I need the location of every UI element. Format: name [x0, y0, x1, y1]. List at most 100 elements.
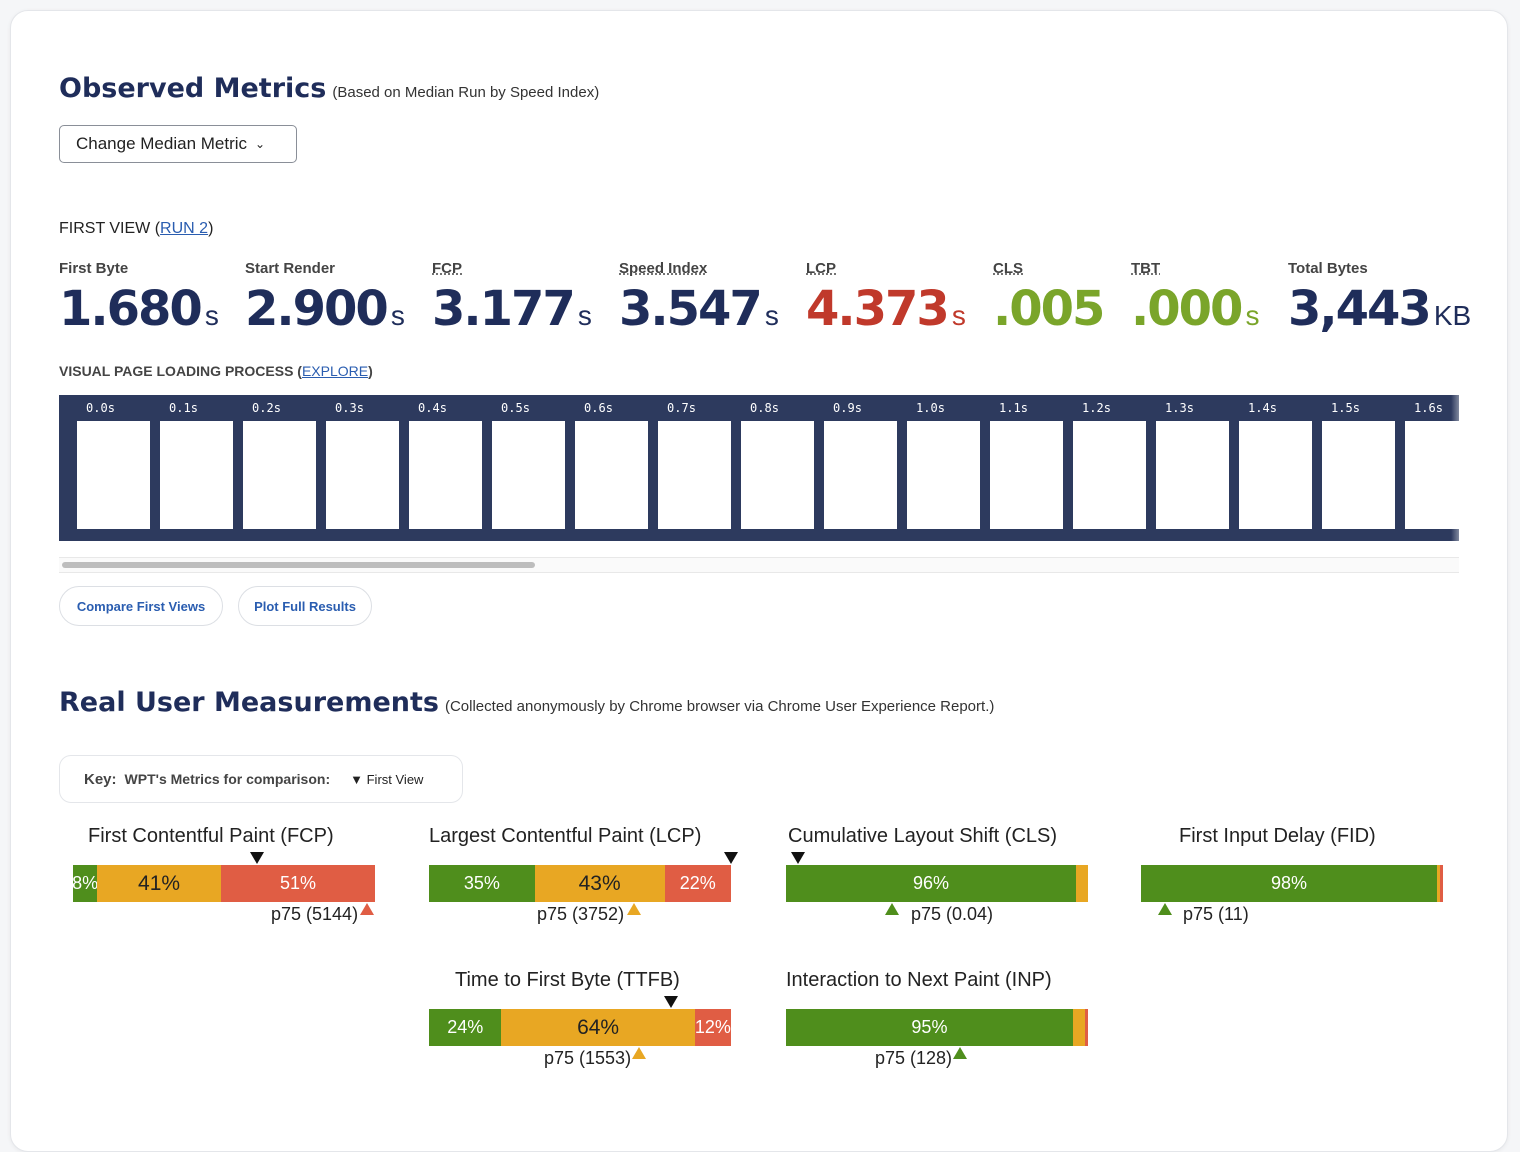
- metric-speed-index: Speed Index 3.547 s: [619, 260, 779, 337]
- frame-screenshot[interactable]: [575, 421, 648, 529]
- wpt-first-view-marker-icon: [663, 996, 678, 1008]
- histogram-bar: 98%: [1141, 865, 1443, 902]
- real-user-measurements-heading: Real User Measurements (Collected anonymo…: [59, 687, 995, 718]
- run-2-link[interactable]: RUN 2: [160, 220, 209, 237]
- p75-label: p75 (3752): [537, 904, 625, 924]
- compare-first-views-button[interactable]: Compare First Views: [59, 586, 223, 626]
- p75-label: p75 (128): [875, 1048, 953, 1068]
- frame-timestamp: 0.1s: [169, 401, 198, 415]
- frame-screenshot[interactable]: [990, 421, 1063, 529]
- metric-start-render: Start Render 2.900 s: [245, 260, 405, 337]
- frame-screenshot[interactable]: [1405, 421, 1459, 529]
- filmstrip-frame[interactable]: 0.4s: [391, 395, 482, 541]
- key-text: WPT's Metrics for comparison:: [124, 771, 331, 787]
- filmstrip-frame[interactable]: 0.2s: [225, 395, 316, 541]
- frame-screenshot[interactable]: [1322, 421, 1395, 529]
- filmstrip-frame[interactable]: 1.2s: [1055, 395, 1146, 541]
- frame-timestamp: 1.6s: [1414, 401, 1443, 415]
- observed-metrics-heading: Observed Metrics (Based on Median Run by …: [59, 73, 600, 104]
- filmstrip-frame[interactable]: 0.3s: [308, 395, 399, 541]
- metric-label[interactable]: LCP: [806, 260, 836, 277]
- frame-screenshot[interactable]: [741, 421, 814, 529]
- crux-histogram: Largest Contentful Paint (LCP) 35% 43% 22% p…: [429, 825, 759, 935]
- p75-marker-icon: [632, 1047, 646, 1059]
- metric-label[interactable]: Speed Index: [619, 260, 708, 277]
- plot-full-results-button[interactable]: Plot Full Results: [238, 586, 372, 626]
- metric-cls: CLS .005: [993, 260, 1107, 337]
- frame-timestamp: 0.0s: [86, 401, 115, 415]
- wpt-first-view-marker-icon: [791, 852, 806, 864]
- frame-timestamp: 1.4s: [1248, 401, 1277, 415]
- p75-marker-icon: [627, 903, 641, 915]
- rum-subtitle: (Collected anonymously by Chrome browser…: [444, 698, 995, 715]
- frame-screenshot[interactable]: [326, 421, 399, 529]
- histogram-title: Time to First Byte (TTFB): [455, 969, 680, 991]
- frame-timestamp: 0.6s: [584, 401, 613, 415]
- metric-label[interactable]: TBT: [1131, 260, 1161, 277]
- frame-screenshot[interactable]: [243, 421, 316, 529]
- metric-lcp: LCP 4.373 s: [806, 260, 966, 337]
- histogram-bar: 24% 64% 12%: [429, 1009, 731, 1046]
- filmstrip-scrollbar[interactable]: [59, 557, 1459, 573]
- filmstrip-frame[interactable]: 1.1s: [972, 395, 1063, 541]
- filmstrip-frame[interactable]: 0.1s: [142, 395, 233, 541]
- filmstrip-frame[interactable]: 1.4s: [1221, 395, 1312, 541]
- metric-label: First Byte: [59, 260, 129, 277]
- frame-timestamp: 0.7s: [667, 401, 696, 415]
- change-median-metric-button[interactable]: Change Median Metric ⌄: [59, 125, 297, 163]
- frame-screenshot[interactable]: [907, 421, 980, 529]
- scrollbar-thumb[interactable]: [62, 562, 535, 568]
- filmstrip-frame[interactable]: 1.3s: [1138, 395, 1229, 541]
- p75-marker-icon: [953, 1047, 967, 1059]
- frame-screenshot[interactable]: [77, 421, 150, 529]
- p75-marker-icon: [1158, 903, 1172, 915]
- p75-label: p75 (1553): [544, 1048, 632, 1068]
- filmstrip-frame[interactable]: 1.6s: [1387, 395, 1459, 541]
- metric-total-bytes: Total Bytes 3,443 KB: [1288, 260, 1471, 337]
- filmstrip-frame[interactable]: 0.7s: [640, 395, 731, 541]
- filmstrip-frame[interactable]: 1.5s: [1304, 395, 1395, 541]
- observed-metrics-subtitle: (Based on Median Run by Speed Index): [332, 84, 600, 101]
- frame-timestamp: 1.5s: [1331, 401, 1360, 415]
- metric-label[interactable]: CLS: [993, 260, 1023, 277]
- filmstrip-frame[interactable]: 0.5s: [474, 395, 565, 541]
- filmstrip-frame[interactable]: 0.6s: [557, 395, 648, 541]
- metric-value: 1.680 s: [59, 281, 219, 337]
- frame-screenshot[interactable]: [409, 421, 482, 529]
- frame-screenshot[interactable]: [492, 421, 565, 529]
- segment-poor: [1439, 865, 1443, 902]
- segment-ni: 43%: [534, 865, 665, 902]
- wpt-first-view-marker-icon: [250, 852, 265, 864]
- frame-screenshot[interactable]: [824, 421, 897, 529]
- segment-ni: 41%: [97, 865, 221, 902]
- metric-tbt: TBT .000 s: [1131, 260, 1259, 337]
- crux-histogram: First Input Delay (FID) 98% p75 (11): [1141, 825, 1471, 935]
- filmstrip-frame[interactable]: 0.8s: [723, 395, 814, 541]
- frame-timestamp: 1.2s: [1082, 401, 1111, 415]
- metric-label: Start Render: [245, 260, 336, 277]
- histogram-bar: 8% 41% 51%: [73, 865, 375, 902]
- metric-label[interactable]: FCP: [432, 260, 462, 277]
- change-median-metric-label: Change Median Metric: [76, 134, 248, 153]
- explore-link[interactable]: EXPLORE: [301, 363, 369, 379]
- key-label: Key:: [84, 770, 117, 788]
- histogram-bar: 95%: [786, 1009, 1088, 1046]
- p75-label: p75 (0.04): [911, 904, 994, 924]
- frame-screenshot[interactable]: [1239, 421, 1312, 529]
- frame-screenshot[interactable]: [1156, 421, 1229, 529]
- filmstrip[interactable]: 0.0s 0.1s 0.2s 0.3s 0.4s 0.5s 0.6s 0.7s 0.8s 0.9s…: [59, 395, 1459, 541]
- visual-progress-label: VISUAL PAGE LOADING PROCESS (EXPLORE): [59, 363, 373, 379]
- frame-timestamp: 0.9s: [833, 401, 862, 415]
- frame-screenshot[interactable]: [1073, 421, 1146, 529]
- metric-value: 3.177 s: [432, 281, 592, 337]
- frame-screenshot[interactable]: [658, 421, 731, 529]
- frame-screenshot[interactable]: [160, 421, 233, 529]
- filmstrip-frame[interactable]: 0.9s: [806, 395, 897, 541]
- filmstrip-frame[interactable]: 1.0s: [889, 395, 980, 541]
- metric-fcp: FCP 3.177 s: [432, 260, 592, 337]
- frame-timestamp: 0.5s: [501, 401, 530, 415]
- frame-timestamp: 0.8s: [750, 401, 779, 415]
- frame-timestamp: 0.3s: [335, 401, 364, 415]
- filmstrip-frame[interactable]: 0.0s: [59, 395, 150, 541]
- comparison-key: Key: WPT's Metrics for comparison: ▼ Fir…: [59, 755, 463, 803]
